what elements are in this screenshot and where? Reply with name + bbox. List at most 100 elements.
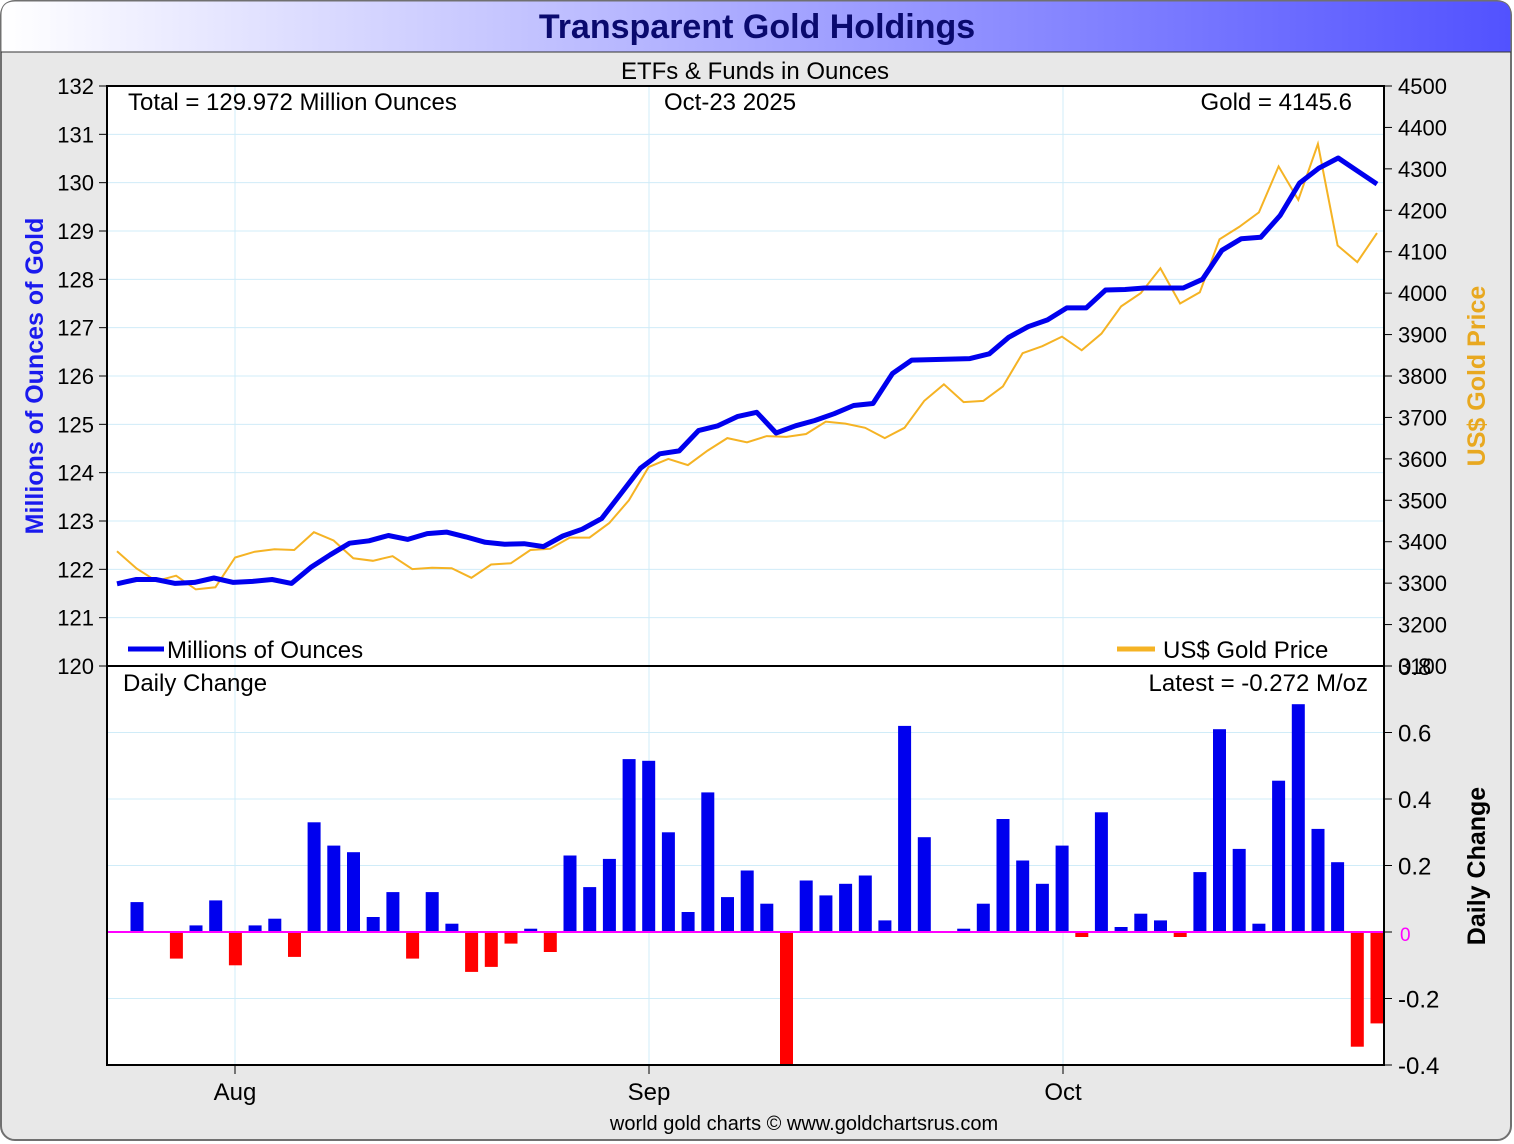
daily-change-bar <box>228 932 242 966</box>
chart-subtitle: ETFs & Funds in Ounces <box>621 58 889 85</box>
lower-tick-label: 0.8 <box>1398 654 1431 681</box>
daily-change-bar <box>1075 932 1089 937</box>
daily-change-bar <box>976 903 990 932</box>
daily-change-bar <box>268 918 282 932</box>
daily-change-bar <box>898 725 912 932</box>
daily-change-bar <box>1252 923 1266 932</box>
daily-change-bar <box>760 903 774 932</box>
legend-gold-label: US$ Gold Price <box>1163 637 1328 664</box>
daily-change-bar <box>288 932 301 957</box>
daily-change-bar <box>721 897 734 932</box>
left-tick-label: 123 <box>57 509 94 534</box>
daily-change-bar <box>780 932 793 1065</box>
daily-change-bar <box>1016 860 1030 932</box>
lower-axis-label: Daily Change <box>1463 787 1491 945</box>
daily-change-bar <box>327 845 341 932</box>
daily-change-bar <box>1055 845 1069 932</box>
total-annotation: Total = 129.972 Million Ounces <box>128 89 457 116</box>
right-tick-label: 4400 <box>1398 115 1447 140</box>
daily-change-bar <box>386 892 400 932</box>
lower-tick-label: 0.6 <box>1398 721 1431 748</box>
left-tick-label: 121 <box>57 606 94 631</box>
right-tick-label: 4200 <box>1398 198 1447 223</box>
right-tick-label: 4300 <box>1398 157 1447 182</box>
right-tick-label: 3400 <box>1398 530 1447 555</box>
daily-change-bar <box>307 822 321 932</box>
daily-change-bar <box>347 852 360 932</box>
right-tick-label: 3600 <box>1398 447 1447 472</box>
daily-change-bar <box>1272 780 1286 932</box>
daily-change-bar <box>858 875 872 932</box>
right-tick-label: 3500 <box>1398 488 1447 513</box>
holdings-line <box>116 155 1379 587</box>
daily-change-bar <box>1370 932 1384 1024</box>
gold-annotation: Gold = 4145.6 <box>1201 89 1352 116</box>
daily-change-bar <box>189 925 203 932</box>
daily-change-bar <box>799 880 813 932</box>
daily-change-bar <box>1035 883 1049 932</box>
x-tick-label: Oct <box>1044 1079 1082 1106</box>
right-tick-label: 3700 <box>1398 405 1447 430</box>
daily-change-bar <box>583 887 597 932</box>
daily-change-bar <box>543 932 557 952</box>
date-annotation: Oct-23 2025 <box>664 89 796 116</box>
left-tick-label: 124 <box>57 461 94 486</box>
daily-change-bar <box>406 932 420 959</box>
right-axis-label: US$ Gold Price <box>1463 286 1491 467</box>
right-tick-label: 4100 <box>1398 240 1447 265</box>
daily-change-bar <box>957 928 971 932</box>
left-axis-label: Millions of Ounces of Gold <box>21 218 49 535</box>
chart-footer: world gold charts © www.goldchartsrus.co… <box>609 1113 998 1135</box>
daily-change-bar <box>602 858 616 932</box>
latest-annotation: Latest = -0.272 M/oz <box>1149 670 1368 697</box>
daily-change-bar <box>1154 920 1167 932</box>
daily-change-bar <box>681 912 695 932</box>
chart-title: Transparent Gold Holdings <box>539 8 975 46</box>
left-tick-label: 125 <box>57 412 94 437</box>
daily-change-bar <box>740 870 754 932</box>
daily-change-bar <box>484 932 498 967</box>
lower-tick-label: -0.2 <box>1398 987 1439 1014</box>
daily-change-annotation: Daily Change <box>123 670 267 697</box>
right-tick-label: 4500 <box>1398 74 1447 99</box>
daily-change-bar <box>366 917 380 932</box>
lower-tick-label: -0.4 <box>1398 1053 1439 1080</box>
right-tick-label: 3800 <box>1398 364 1447 389</box>
daily-change-bar <box>1331 862 1345 932</box>
daily-change-bar <box>917 837 931 932</box>
left-tick-label: 129 <box>57 219 94 244</box>
daily-change-bar <box>130 902 144 932</box>
daily-change-bar <box>1232 848 1246 932</box>
daily-change-bar <box>169 932 183 959</box>
daily-change-bar <box>209 900 223 932</box>
daily-change-bar <box>425 892 439 932</box>
daily-change-bar <box>839 883 853 932</box>
daily-change-bar <box>819 895 833 932</box>
daily-change-bar <box>878 920 892 932</box>
right-tick-label: 4000 <box>1398 281 1447 306</box>
title-band <box>0 0 1512 53</box>
right-tick-label: 3200 <box>1398 613 1447 638</box>
left-tick-label: 132 <box>57 74 94 99</box>
daily-change-bar <box>622 759 636 932</box>
right-tick-label: 3300 <box>1398 571 1447 596</box>
left-tick-label: 120 <box>57 654 94 679</box>
daily-change-bar <box>1173 932 1187 937</box>
lower-tick-label: 0.2 <box>1398 854 1431 881</box>
daily-change-bar <box>661 832 675 933</box>
left-tick-label: 128 <box>57 267 94 292</box>
left-tick-label: 122 <box>57 557 94 582</box>
x-tick-label: Sep <box>628 1079 671 1106</box>
daily-change-bar <box>1134 913 1148 932</box>
daily-change-bar <box>1291 704 1305 932</box>
legend-holdings-label: Millions of Ounces <box>167 637 363 664</box>
daily-change-bar <box>445 923 459 932</box>
left-tick-label: 131 <box>57 122 94 147</box>
daily-change-bar <box>524 928 538 932</box>
left-tick-label: 126 <box>57 364 94 389</box>
daily-change-bar <box>642 760 656 932</box>
daily-change-bar <box>1193 872 1207 932</box>
axis-ticks: 132 131 130 129 128 127 126 125 124 123 122 121 120 4… <box>57 74 1447 1106</box>
x-tick-label: Aug <box>214 1079 257 1106</box>
